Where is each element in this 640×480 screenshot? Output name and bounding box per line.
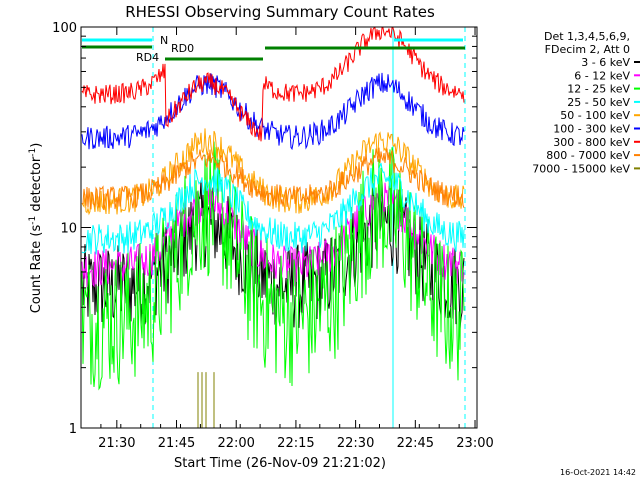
y-axis-label-end: ) xyxy=(29,143,44,148)
y-tick-label: 100 xyxy=(52,21,77,36)
legend-entry-label: 300 - 800 keV xyxy=(553,136,630,149)
series-layer xyxy=(81,27,465,428)
x-tick-label: 21:30 xyxy=(98,436,135,451)
y-axis-label-rest: detector xyxy=(29,156,44,216)
x-axis: 21:30 21:45 22:00 22:15 22:30 22:45 23:00 xyxy=(80,27,494,451)
series-line xyxy=(81,141,465,391)
legend-entry-label: 25 - 50 keV xyxy=(567,96,630,109)
x-tick-label: 22:00 xyxy=(217,436,254,451)
series-line xyxy=(81,72,465,151)
y-axis-label-main: Count Rate (s xyxy=(29,225,44,314)
y-axis-label: Count Rate (s-1 detector-1) xyxy=(28,143,44,314)
x-tick-label: 22:30 xyxy=(337,436,374,451)
chart-title: RHESSI Observing Summary Count Rates xyxy=(125,3,435,21)
series-line xyxy=(81,27,465,142)
legend-entry-label: 100 - 300 keV xyxy=(553,123,630,136)
legend-entry-label: 7000 - 15000 keV xyxy=(532,162,630,175)
y-axis: 1 10 100 xyxy=(52,21,477,437)
legend-entry-label: 6 - 12 keV xyxy=(574,69,630,82)
legend-entry-label: 50 - 100 keV xyxy=(560,109,630,122)
y-tick-label: 10 xyxy=(60,222,77,237)
legend-header-line2: FDecim 2, Att 0 xyxy=(545,43,630,56)
legend: Det 1,3,4,5,6,9, FDecim 2, Att 0 3 - 6 k… xyxy=(532,30,640,175)
timestamp: 16-Oct-2021 14:42 xyxy=(560,468,636,477)
x-tick-label: 22:15 xyxy=(277,436,314,451)
x-tick-label: 22:45 xyxy=(397,436,434,451)
y-axis-label-sup: -1 xyxy=(28,216,38,225)
y-axis-label-sup2: -1 xyxy=(28,148,38,157)
legend-header-line1: Det 1,3,4,5,6,9, xyxy=(544,30,630,43)
x-tick-label: 23:00 xyxy=(456,436,493,451)
x-tick-label: 21:45 xyxy=(158,436,195,451)
flag-label-rd0: RD0 xyxy=(171,42,194,55)
series-line xyxy=(81,162,465,255)
legend-entry-label: 12 - 25 keV xyxy=(567,83,630,96)
series-line xyxy=(81,147,465,211)
flag-label-night: N xyxy=(160,34,168,47)
x-axis-label: Start Time (26-Nov-09 21:21:02) xyxy=(174,456,386,471)
flag-label-rd4: RD4 xyxy=(136,51,159,64)
y-tick-label: 1 xyxy=(69,422,77,437)
legend-entry-label: 800 - 7000 keV xyxy=(546,149,630,162)
legend-entry-label: 3 - 6 keV xyxy=(581,56,630,69)
